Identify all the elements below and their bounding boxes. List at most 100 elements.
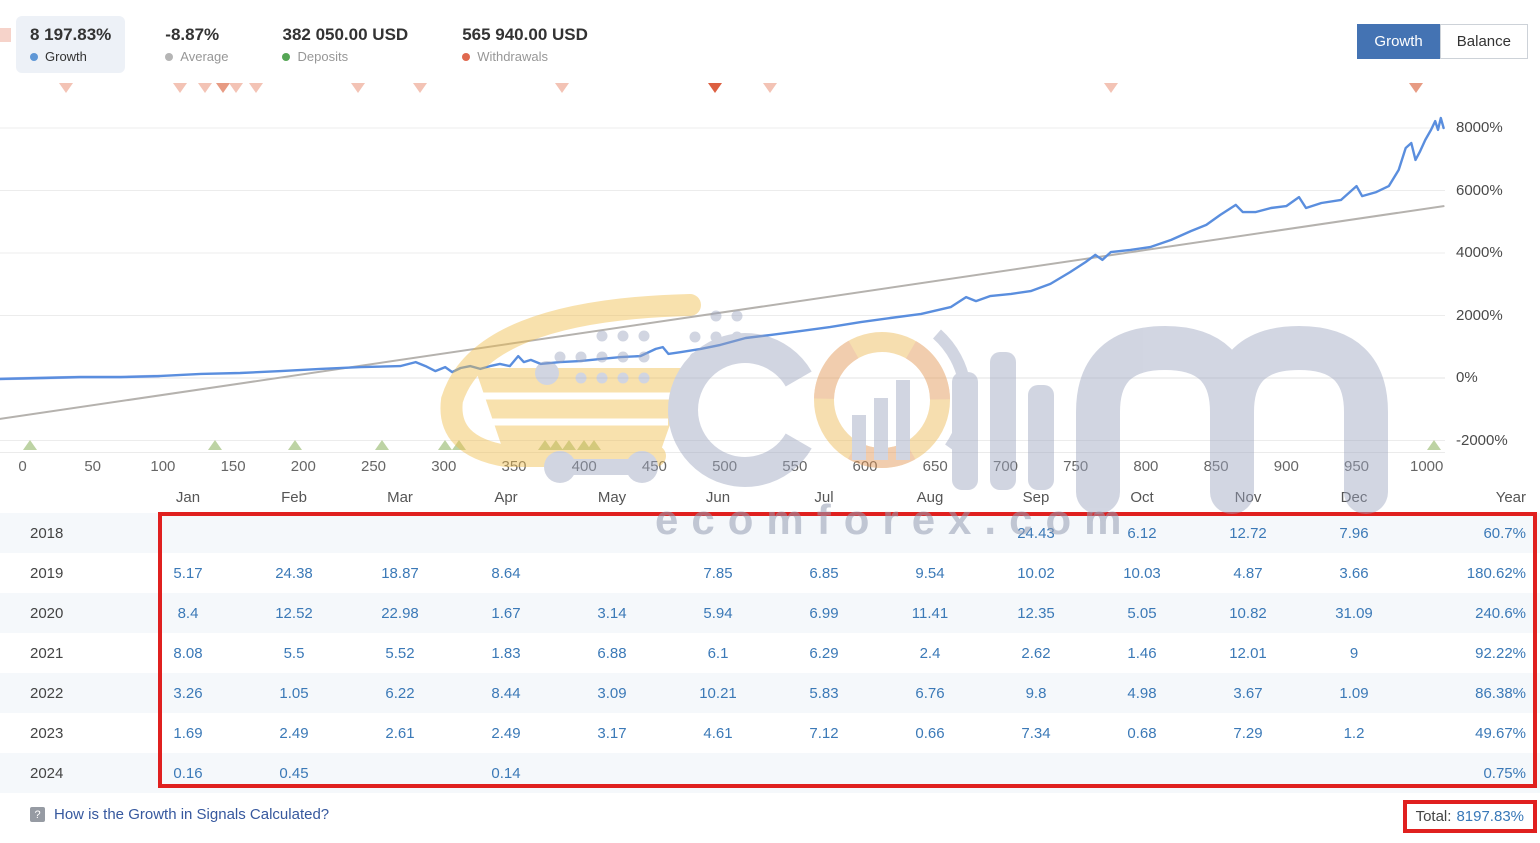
month-value: 10.21 — [699, 684, 737, 702]
x-tick-label: 450 — [641, 458, 667, 475]
month-value: 5.05 — [1127, 604, 1157, 622]
deposit-marker-icon — [577, 440, 592, 450]
month-value: 0.14 — [491, 764, 521, 782]
legend-dot — [282, 52, 291, 61]
deposit-marker-icon — [549, 440, 564, 450]
deposit-marker-icon — [287, 440, 302, 450]
x-tick-label: 400 — [571, 458, 597, 475]
withdrawal-marker-icon — [228, 83, 243, 93]
stat-label: Withdrawals — [477, 49, 548, 64]
month-value: 2.49 — [279, 724, 309, 742]
month-header-sep: Sep — [1022, 489, 1050, 506]
stat-value: 8 197.83% — [30, 25, 112, 44]
y-tick-label: 8000% — [1456, 119, 1503, 136]
withdrawal-marker-icon — [216, 83, 231, 93]
withdrawal-marker-icon — [1103, 83, 1118, 93]
x-tick-label: 350 — [501, 458, 527, 475]
month-value: 7.85 — [703, 564, 733, 582]
month-header-aug: Aug — [916, 489, 944, 506]
month-value: 4.61 — [703, 724, 733, 742]
month-value: 1.09 — [1339, 684, 1369, 702]
deposit-marker-icon — [561, 440, 576, 450]
stats-header: 8 197.83% Growth -8.87% Average 382 050.00 U… — [0, 0, 1540, 80]
month-value: 22.98 — [381, 604, 419, 622]
x-tick-label: 650 — [922, 458, 948, 475]
month-value: 5.83 — [809, 684, 839, 702]
x-tick-label: 850 — [1203, 458, 1229, 475]
y-tick-label: 0% — [1456, 369, 1478, 386]
stat-withdrawals[interactable]: 565 940.00 USD Withdrawals — [448, 16, 602, 73]
month-value: 6.22 — [385, 684, 415, 702]
year-total: 60.7% — [1483, 524, 1526, 542]
month-value: 7.34 — [1021, 724, 1051, 742]
year-total: 92.22% — [1475, 644, 1526, 662]
x-tick-label: 50 — [84, 458, 102, 475]
month-value: 1.69 — [173, 724, 203, 742]
year-total: 49.67% — [1475, 724, 1526, 742]
table-body: 2018 24.43 6.12 12.72 7.96 60.7% 2019 5.17 24.38… — [0, 513, 1540, 793]
month-value: 7.96 — [1339, 524, 1369, 542]
total-box: Total: 8197.83% — [1402, 800, 1537, 833]
monthly-growth-table: Jan Feb Mar Apr May Jun Jul Aug Sep Oct Nov Dec Year… — [0, 482, 1540, 793]
month-value: 4.87 — [1233, 564, 1263, 582]
table-row-2024: 2024 0.16 0.45 0.14 0.75% — [0, 753, 1540, 793]
x-tick-label: 700 — [992, 458, 1019, 475]
year-label: 2020 — [30, 604, 64, 622]
table-row-2020: 2020 8.4 12.52 22.98 1.67 3.14 5.94 6.99 11.41 12… — [0, 593, 1540, 633]
month-value: 12.52 — [275, 604, 313, 622]
year-label: 2023 — [30, 724, 64, 742]
month-value: 6.1 — [707, 644, 729, 662]
month-header-oct: Oct — [1130, 489, 1154, 506]
month-value: 7.29 — [1233, 724, 1263, 742]
month-value: 9.8 — [1025, 684, 1047, 702]
month-value: 18.87 — [381, 564, 419, 582]
y-tick-label: 4000% — [1456, 244, 1503, 261]
month-header-year: Year — [1495, 489, 1526, 506]
x-tick-label: 300 — [431, 458, 457, 475]
stat-growth[interactable]: 8 197.83% Growth — [16, 16, 126, 73]
month-value: 10.03 — [1123, 564, 1161, 582]
month-value: 6.76 — [915, 684, 945, 702]
month-value: 6.12 — [1127, 524, 1157, 542]
month-value: 3.67 — [1233, 684, 1263, 702]
help-link-label[interactable]: How is the Growth in Signals Calculated? — [54, 806, 330, 823]
month-header-may: May — [597, 489, 627, 506]
deposit-marker-icon — [452, 440, 467, 450]
month-value: 2.4 — [919, 644, 941, 662]
year-total: 180.62% — [1466, 564, 1526, 582]
month-value: 2.61 — [385, 724, 415, 742]
y-axis-labels: 8000% 6000% 4000% 2000% 0% -2000% — [1456, 90, 1540, 455]
month-value: 6.88 — [597, 644, 627, 662]
month-value: 3.17 — [597, 724, 627, 742]
month-value: 8.08 — [173, 644, 203, 662]
month-value: 2.49 — [491, 724, 521, 742]
deposit-marker-icon — [537, 440, 552, 450]
month-value: 10.82 — [1229, 604, 1267, 622]
toggle-balance-button[interactable]: Balance — [1439, 24, 1528, 59]
x-tick-label: 100 — [150, 458, 176, 475]
month-value: 1.46 — [1127, 644, 1157, 662]
help-link[interactable]: ? How is the Growth in Signals Calculate… — [30, 806, 329, 823]
withdrawal-marker-icon — [554, 83, 569, 93]
y-tick-label: -2000% — [1456, 431, 1508, 449]
withdrawal-marker-icon — [198, 83, 212, 93]
x-tick-label: 950 — [1343, 458, 1370, 475]
x-tick-label: 800 — [1133, 458, 1159, 475]
deposit-markers-strip — [0, 438, 1445, 452]
month-header-jun: Jun — [705, 489, 731, 506]
month-value: 0.45 — [279, 764, 309, 782]
year-label: 2022 — [30, 684, 64, 702]
stat-deposits[interactable]: 382 050.00 USD Deposits — [268, 16, 422, 73]
x-tick-label: 200 — [290, 458, 316, 475]
y-tick-label: 2000% — [1456, 306, 1503, 324]
stat-average[interactable]: -8.87% Average — [151, 16, 242, 73]
month-header-apr: Apr — [494, 489, 518, 506]
month-value: 8.64 — [491, 564, 521, 582]
toggle-growth-button[interactable]: Growth — [1357, 24, 1440, 59]
withdrawal-markers-strip — [0, 81, 1445, 97]
stat-label: Growth — [45, 49, 87, 64]
x-tick-label: 600 — [852, 458, 878, 475]
month-value: 3.66 — [1339, 564, 1369, 582]
withdrawal-marker-icon — [351, 83, 366, 93]
